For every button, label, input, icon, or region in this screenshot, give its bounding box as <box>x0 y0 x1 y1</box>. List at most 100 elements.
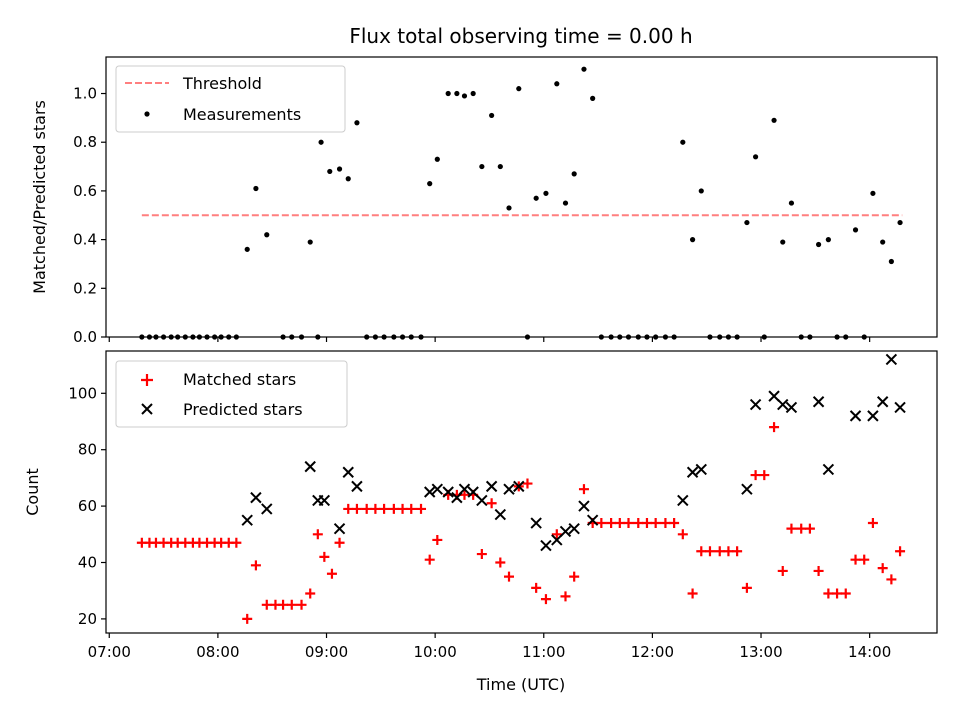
top-y-ticks: 0.0 0.2 0.4 0.6 0.8 1.0 <box>73 85 106 346</box>
matched-stars-point <box>732 546 743 557</box>
predicted-stars-point <box>342 466 354 478</box>
threshold-legend-label: Threshold <box>182 74 262 93</box>
matched-stars-point <box>416 503 427 514</box>
matched-stars-point <box>432 534 443 545</box>
measurements-point <box>698 188 704 194</box>
predicted-stars-point <box>458 483 471 495</box>
matched-stars-point <box>379 503 390 514</box>
measurements-point <box>470 90 476 97</box>
matched-stars-point <box>759 470 770 481</box>
matched-stars-point <box>531 582 542 593</box>
matched-stars-point <box>813 565 824 576</box>
matched-stars-point <box>750 470 761 481</box>
matched-stars-point <box>361 503 372 514</box>
matched-stars-legend-marker <box>141 374 153 386</box>
matched-stars-point <box>886 574 897 585</box>
measurements-point <box>870 190 876 196</box>
measurements-point <box>489 112 495 119</box>
predicted-stars-point <box>333 522 346 535</box>
matched-stars-point <box>242 613 253 624</box>
bottom-panel: 20 40 60 80 100 07:00 08:00 09:00 10:00 11:00 12:… <box>23 350 938 694</box>
top-y-tick-label: 0.6 <box>73 182 97 200</box>
bottom-panel-marks <box>136 353 906 624</box>
matched-stars-point <box>326 568 337 579</box>
predicted-stars-point <box>741 483 753 495</box>
matched-stars-point <box>633 518 644 529</box>
predicted-stars-point <box>485 480 498 493</box>
matched-stars-point <box>677 529 688 540</box>
bottom-panel-frame <box>105 350 938 634</box>
matched-stars-point <box>351 503 362 514</box>
x-tick-label: 09:00 <box>305 643 348 661</box>
top-y-tick-label: 0.8 <box>73 133 97 151</box>
measurements-point <box>562 200 569 206</box>
matched-stars-point <box>231 537 242 548</box>
bottom-x-ticks: 07:00 08:00 09:00 10:00 11:00 12:00 13:00 14:00 <box>88 633 891 661</box>
matched-stars-point <box>606 518 617 529</box>
matched-stars-point <box>823 588 834 599</box>
matched-stars-point <box>476 549 487 560</box>
measurements-point <box>815 241 822 248</box>
predicted-stars-point <box>867 410 879 422</box>
matched-stars-point <box>522 478 533 489</box>
matched-stars-point <box>741 582 752 593</box>
predicted-stars-point <box>568 522 580 535</box>
predicted-stars-point <box>749 398 762 411</box>
matched-stars-point <box>696 546 707 557</box>
bottom-y-tick-label: 80 <box>78 441 97 459</box>
matched-stars-point <box>660 518 671 529</box>
matched-stars-point <box>714 546 725 557</box>
matched-stars-point <box>406 503 417 514</box>
x-tick-label: 13:00 <box>739 643 782 661</box>
matched-stars-point <box>424 554 435 565</box>
predicted-stars-point <box>885 353 898 366</box>
x-tick-label: 11:00 <box>522 643 565 661</box>
matched-stars-legend-label: Matched stars <box>183 370 296 389</box>
matched-stars-point <box>569 571 580 582</box>
x-tick-label: 12:00 <box>631 643 674 661</box>
matched-stars-point <box>840 588 851 599</box>
measurements-point <box>327 168 333 175</box>
predicted-stars-point <box>476 494 488 507</box>
measurements-point <box>516 86 522 92</box>
predicted-stars-point <box>812 396 825 408</box>
predicted-stars-point <box>442 486 454 498</box>
measurements-point <box>497 163 503 170</box>
predicted-stars-point <box>503 483 515 495</box>
matched-stars-point <box>305 588 316 599</box>
predicted-stars-point <box>551 534 563 546</box>
predicted-stars-point <box>467 486 479 498</box>
measurements-point <box>244 246 250 252</box>
predicted-stars-point <box>822 463 835 476</box>
top-x-ticks <box>108 337 871 342</box>
predicted-stars-point <box>424 486 436 498</box>
top-y-tick-label: 0.2 <box>73 279 97 297</box>
top-panel: 0.0 0.2 0.4 0.6 0.8 1.0 Matched/Predicted sta… <box>30 56 938 346</box>
bottom-y-tick-label: 20 <box>78 610 97 628</box>
matched-stars-point <box>261 599 272 610</box>
matched-stars-point <box>540 594 551 605</box>
predicted-stars-point <box>241 514 253 526</box>
matched-stars-point <box>296 599 307 610</box>
measurements-point <box>354 120 360 126</box>
matched-stars-point <box>578 484 589 495</box>
matched-stars-point <box>804 523 815 534</box>
matched-stars-point <box>650 518 661 529</box>
bottom-legend-box <box>115 360 348 428</box>
top-y-tick-label: 0.0 <box>73 328 97 346</box>
matched-stars-point <box>832 588 843 599</box>
predicted-stars-point <box>431 483 444 495</box>
predicted-stars-point <box>559 525 572 538</box>
predicted-stars-point <box>849 410 862 422</box>
measurements-point <box>752 154 759 160</box>
measurements-point <box>771 117 777 123</box>
predicted-stars-point <box>586 514 599 526</box>
matched-stars-point <box>370 503 381 514</box>
matched-stars-point <box>560 591 571 602</box>
measurements-point <box>788 200 795 206</box>
matched-stars-point <box>486 498 497 509</box>
matched-stars-point <box>343 503 354 514</box>
bottom-y-tick-label: 100 <box>68 384 97 402</box>
measurements-point <box>825 237 831 243</box>
matched-stars-point <box>786 523 797 534</box>
